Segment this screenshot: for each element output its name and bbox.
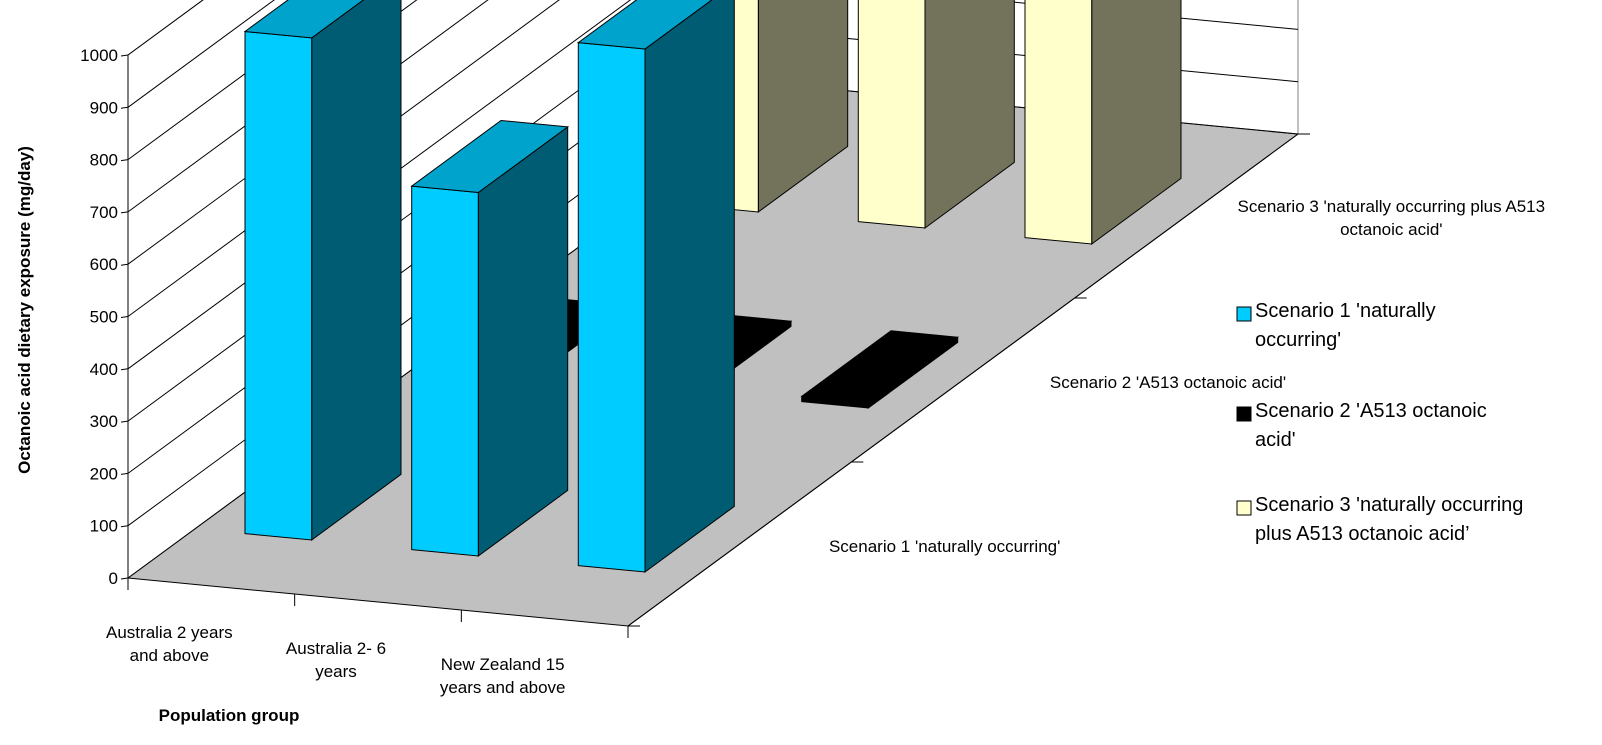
y-axis-title: Octanoic acid dietary exposure (mg/day) [15,146,34,474]
y-tick [120,316,129,318]
y-tick [120,420,129,423]
bar-top [576,0,713,50]
y-tick-label: 800 [90,151,118,170]
depth-tick-label: Scenario 1 'naturally occurring' [829,537,1060,556]
y-tick [120,368,129,371]
bar [857,0,1015,229]
x-axis-title: Population group [159,706,300,725]
depth-tick-label: Scenario 3 'naturally occurring plus A51… [1238,197,1546,239]
y-tick-label: 300 [90,412,118,431]
legend-label: Scenario 1 'naturally occurring' [1255,300,1436,351]
legend-swatch [1236,500,1252,516]
y-tick-label: 1000 [80,46,118,65]
bar-side [644,0,735,573]
y-tick [120,472,129,475]
y-tick [120,525,129,528]
y-tick-label: 700 [90,203,118,222]
bar-side [1091,0,1182,245]
y-tick [120,211,129,214]
bar-side [477,125,569,557]
bar-side [311,0,402,541]
bar-front [857,0,926,229]
y-tick-label: 400 [90,360,118,379]
bar-top [410,119,570,194]
x-tick-label: New Zealand 15 years and above [440,655,566,697]
y-tick-label: 600 [90,255,118,274]
bar-front [1024,0,1093,245]
y-tick-label: 200 [90,464,118,483]
bar-front [244,30,313,541]
y-tick [120,577,129,580]
legend-label: Scenario 3 'naturally occurring plus A513… [1255,494,1523,545]
legend: Scenario 1 'naturally occurring' Scenario … [1236,300,1523,545]
legend-swatch [1236,306,1252,322]
y-tick [120,263,129,266]
bar [410,119,570,557]
legend-label: Scenario 2 'A513 octanoic acid' [1255,400,1487,451]
axes: 0 100 200 300 400 500 600 700 800 900 1000 Australi… [80,46,1545,697]
bars [243,0,1182,573]
bar-front [577,42,646,573]
y-tick [120,106,129,109]
y-tick [120,159,129,162]
bar [800,330,960,409]
legend-swatch [1236,406,1252,422]
bar-side [757,0,849,213]
x-tick-label: Australia 2 years and above [106,623,233,665]
depth-axis-line [627,133,1299,627]
bar [576,0,735,573]
bar-top [243,0,365,39]
y-tick-label: 500 [90,308,118,327]
y-tick-label: 100 [90,517,118,536]
y-tick-label: 900 [90,98,118,117]
bar-top [800,330,960,404]
bar-front [411,185,479,557]
bar [1024,0,1182,245]
y-tick [120,54,129,57]
depth-tick-label: Scenario 2 'A513 octanoic acid' [1050,373,1286,392]
x-tick-label: Australia 2- 6 years [286,639,386,681]
bar [243,0,402,541]
y-tick-label: 0 [109,569,118,588]
